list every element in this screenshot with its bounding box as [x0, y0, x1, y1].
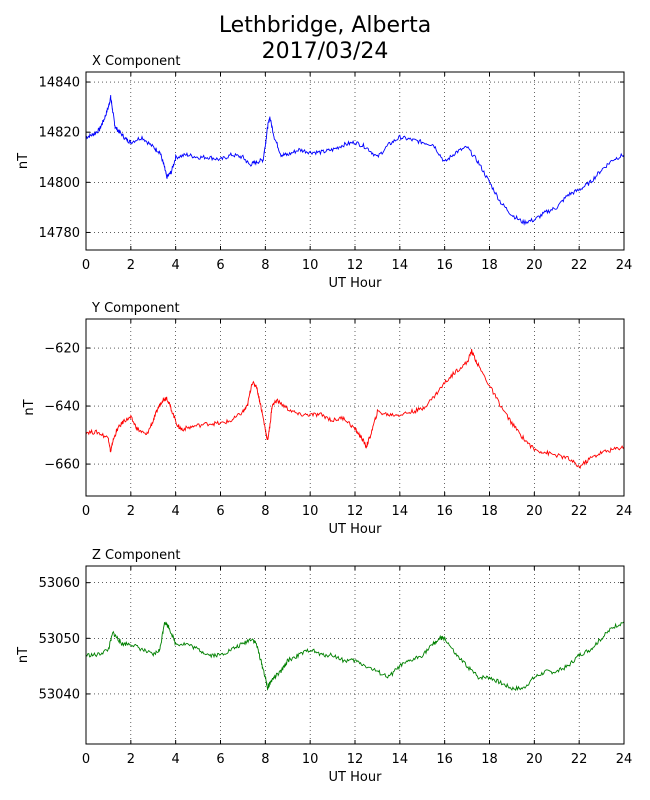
- y-x-tick-label: 16: [436, 504, 453, 519]
- x-x-tick-label: 6: [216, 258, 224, 273]
- y-y-axis-label: nT: [22, 399, 37, 415]
- z-x-tick-label: 10: [302, 752, 319, 767]
- y-x-tick-label: 6: [216, 504, 224, 519]
- y-y-tick-label: −660: [44, 458, 80, 473]
- x-x-tick-label: 8: [261, 258, 269, 273]
- y-component-title: Y Component: [91, 301, 180, 316]
- x-x-tick-label: 10: [302, 258, 319, 273]
- z-x-tick-label: 8: [261, 752, 269, 767]
- z-x-tick-label: 12: [347, 752, 364, 767]
- z-x-axis-label: UT Hour: [329, 770, 383, 785]
- z-x-tick-label: 20: [526, 752, 543, 767]
- x-y-tick-label: 14780: [39, 226, 80, 241]
- y-x-axis-label: UT Hour: [329, 522, 383, 537]
- z-component-title: Z Component: [92, 548, 181, 563]
- y-y-tick-label: −620: [44, 342, 80, 357]
- x-x-tick-label: 12: [347, 258, 364, 273]
- figure-title-date: 2017/03/24: [261, 39, 389, 64]
- x-x-tick-label: 2: [127, 258, 135, 273]
- z-x-tick-label: 16: [436, 752, 453, 767]
- x-y-axis-label: nT: [16, 153, 31, 169]
- z-x-tick-label: 22: [571, 752, 588, 767]
- z-x-tick-label: 18: [481, 752, 498, 767]
- y-x-tick-label: 14: [392, 504, 409, 519]
- y-x-tick-label: 22: [571, 504, 588, 519]
- x-x-tick-label: 4: [172, 258, 180, 273]
- x-component-series-line: [85, 95, 625, 226]
- z-x-tick-label: 6: [216, 752, 224, 767]
- z-x-tick-label: 24: [616, 752, 633, 767]
- y-x-tick-label: 0: [82, 504, 90, 519]
- x-x-tick-label: 22: [571, 258, 588, 273]
- z-x-tick-label: 2: [127, 752, 135, 767]
- z-component-series-line: [85, 621, 625, 692]
- x-x-tick-label: 18: [481, 258, 498, 273]
- x-component-panel: 0 2 4 6 8 10 12 14 16 18 20 22 241478014800148201484…: [16, 54, 632, 291]
- x-x-tick-label: 14: [392, 258, 409, 273]
- y-x-tick-label: 12: [347, 504, 364, 519]
- z-y-tick-label: 53060: [39, 576, 80, 591]
- y-component-series-line: [85, 348, 625, 470]
- y-y-tick-label: −640: [44, 400, 80, 415]
- x-y-tick-label: 14800: [39, 176, 80, 191]
- z-x-tick-label: 0: [82, 752, 90, 767]
- x-y-tick-label: 14820: [39, 126, 80, 141]
- x-x-tick-label: 24: [616, 258, 633, 273]
- x-x-tick-label: 16: [436, 258, 453, 273]
- x-y-tick-label: 14840: [39, 76, 80, 91]
- y-x-tick-label: 18: [481, 504, 498, 519]
- x-x-axis-label: UT Hour: [329, 276, 383, 291]
- z-x-tick-label: 14: [392, 752, 409, 767]
- z-x-tick-label: 4: [172, 752, 180, 767]
- z-y-axis-label: nT: [16, 647, 31, 663]
- y-x-tick-label: 10: [302, 504, 319, 519]
- y-x-tick-label: 24: [616, 504, 633, 519]
- x-x-tick-label: 0: [82, 258, 90, 273]
- y-x-tick-label: 4: [172, 504, 180, 519]
- y-x-tick-label: 20: [526, 504, 543, 519]
- y-x-tick-label: 2: [127, 504, 135, 519]
- y-x-tick-label: 8: [261, 504, 269, 519]
- x-x-tick-label: 20: [526, 258, 543, 273]
- figure-title-location: Lethbridge, Alberta: [218, 13, 432, 38]
- z-y-tick-label: 53040: [39, 687, 80, 702]
- z-y-tick-label: 53050: [39, 632, 80, 647]
- x-component-title: X Component: [92, 54, 181, 69]
